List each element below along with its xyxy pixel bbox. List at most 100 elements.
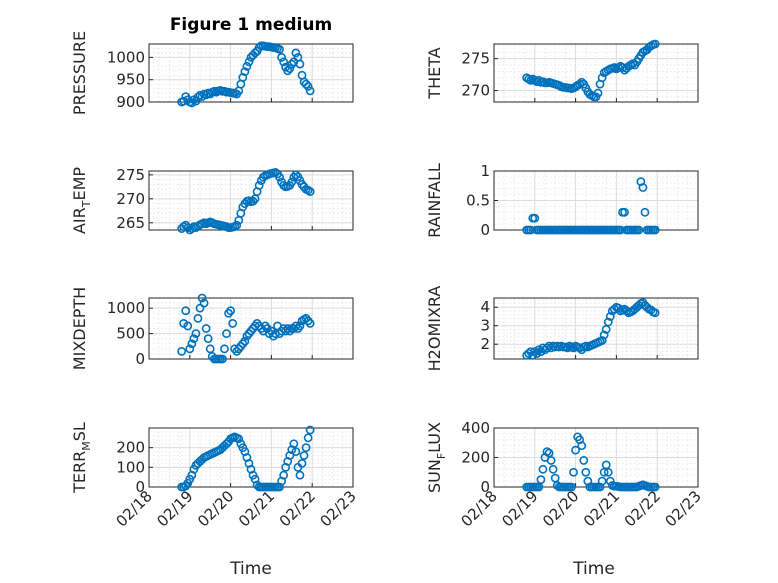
data-point bbox=[185, 344, 195, 354]
data-point bbox=[571, 445, 580, 455]
axes-box bbox=[148, 427, 354, 488]
data-point bbox=[291, 48, 301, 58]
data-point bbox=[205, 344, 215, 354]
data-point bbox=[179, 96, 189, 106]
data-point bbox=[650, 308, 660, 318]
y-axis-label: TERRMSL bbox=[70, 422, 93, 494]
data-point bbox=[218, 354, 227, 364]
data-point bbox=[597, 73, 607, 83]
x-tick-label: 02/18 bbox=[113, 487, 156, 530]
data-point bbox=[191, 329, 201, 338]
data-point bbox=[197, 293, 207, 303]
data-point bbox=[222, 329, 231, 338]
data-point bbox=[546, 456, 556, 465]
x-tick-label: 02/20 bbox=[194, 487, 237, 530]
data-point bbox=[250, 48, 260, 58]
data-point bbox=[220, 344, 229, 354]
y-axis-label-subscript: F bbox=[435, 453, 448, 459]
data-point bbox=[283, 66, 293, 76]
y-axis-label: PRESSURE bbox=[70, 31, 89, 115]
y-tick-label: 275 bbox=[461, 50, 490, 68]
data-point bbox=[295, 470, 305, 480]
data-point bbox=[291, 447, 301, 456]
y-axis-label: RAINFALL bbox=[425, 163, 444, 238]
data-point bbox=[287, 59, 297, 69]
data-point bbox=[530, 213, 540, 223]
data-point bbox=[254, 43, 264, 52]
data-point bbox=[579, 456, 589, 465]
axes-box bbox=[493, 43, 699, 103]
axes-box bbox=[148, 297, 354, 360]
x-axis-label-right: Time bbox=[572, 559, 615, 579]
y-tick-label: 900 bbox=[116, 93, 145, 111]
data-point bbox=[183, 223, 193, 233]
y-tick-label: 0.5 bbox=[466, 192, 490, 210]
data-point bbox=[530, 347, 540, 357]
y-axis-label-text: MIXDEPTH bbox=[70, 287, 89, 370]
data-point bbox=[189, 334, 199, 344]
y-tick-label: 3 bbox=[480, 317, 490, 335]
data-point bbox=[275, 172, 284, 182]
data-point bbox=[581, 467, 591, 477]
y-tick-label: 100 bbox=[116, 458, 145, 476]
data-point bbox=[567, 482, 576, 492]
data-point bbox=[305, 319, 315, 328]
data-point bbox=[575, 79, 585, 89]
y-tick-label: 500 bbox=[116, 325, 145, 343]
data-point bbox=[242, 61, 252, 71]
data-point bbox=[536, 475, 546, 485]
y-tick-label: 0 bbox=[135, 478, 145, 496]
data-point bbox=[593, 88, 603, 98]
data-point bbox=[534, 345, 544, 355]
data-point bbox=[232, 220, 242, 230]
data-point bbox=[597, 336, 607, 345]
y-axis-label-tail: EMP bbox=[70, 167, 89, 201]
data-point bbox=[301, 443, 311, 453]
data-point bbox=[305, 86, 315, 96]
data-point bbox=[640, 207, 650, 217]
y-tick-label: 200 bbox=[116, 439, 145, 457]
y-axis-label-text: RAINFALL bbox=[425, 163, 444, 238]
data-point bbox=[301, 79, 311, 89]
y-axis-label: H2OMIXRA bbox=[425, 286, 444, 372]
x-axis-label-left: Time bbox=[229, 559, 272, 579]
data-point bbox=[279, 57, 289, 67]
y-axis-label-text: H2OMIXRA bbox=[425, 286, 444, 372]
y-axis-label-text: THETA bbox=[425, 47, 444, 99]
data-point bbox=[228, 319, 238, 328]
y-tick-label: 400 bbox=[461, 419, 490, 437]
x-tick-label: 02/21 bbox=[235, 487, 278, 530]
y-tick-label: 1 bbox=[480, 162, 490, 180]
data-point bbox=[244, 57, 254, 67]
y-tick-label: 275 bbox=[116, 166, 145, 184]
y-axis-label-text: AIR bbox=[70, 207, 89, 234]
data-point bbox=[199, 298, 209, 308]
data-point bbox=[303, 81, 313, 91]
y-tick-label: 265 bbox=[116, 214, 145, 232]
x-tick-label: 02/23 bbox=[317, 487, 360, 530]
subplot-5: 0 500 1000 MIXDEPTH bbox=[70, 287, 354, 370]
data-point bbox=[569, 343, 578, 353]
figure-title: Figure 1 medium bbox=[170, 15, 332, 35]
data-point bbox=[597, 476, 607, 486]
data-point bbox=[285, 64, 295, 73]
data-point bbox=[305, 425, 315, 435]
data-point bbox=[291, 170, 301, 180]
data-point bbox=[297, 458, 307, 468]
x-tick-label: 02/22 bbox=[621, 487, 664, 530]
subplot-6: 234 H2OMIXRA bbox=[425, 286, 699, 372]
axes-box bbox=[148, 43, 354, 103]
data-point bbox=[203, 334, 213, 344]
data-point bbox=[187, 339, 197, 349]
data-point bbox=[650, 39, 660, 49]
y-tick-label: 270 bbox=[461, 82, 490, 100]
data-point bbox=[616, 225, 625, 235]
y-tick-label: 1000 bbox=[107, 299, 145, 317]
data-point bbox=[605, 312, 615, 321]
data-point bbox=[299, 451, 309, 460]
data-point bbox=[542, 447, 552, 456]
y-tick-label: 0 bbox=[480, 221, 490, 239]
